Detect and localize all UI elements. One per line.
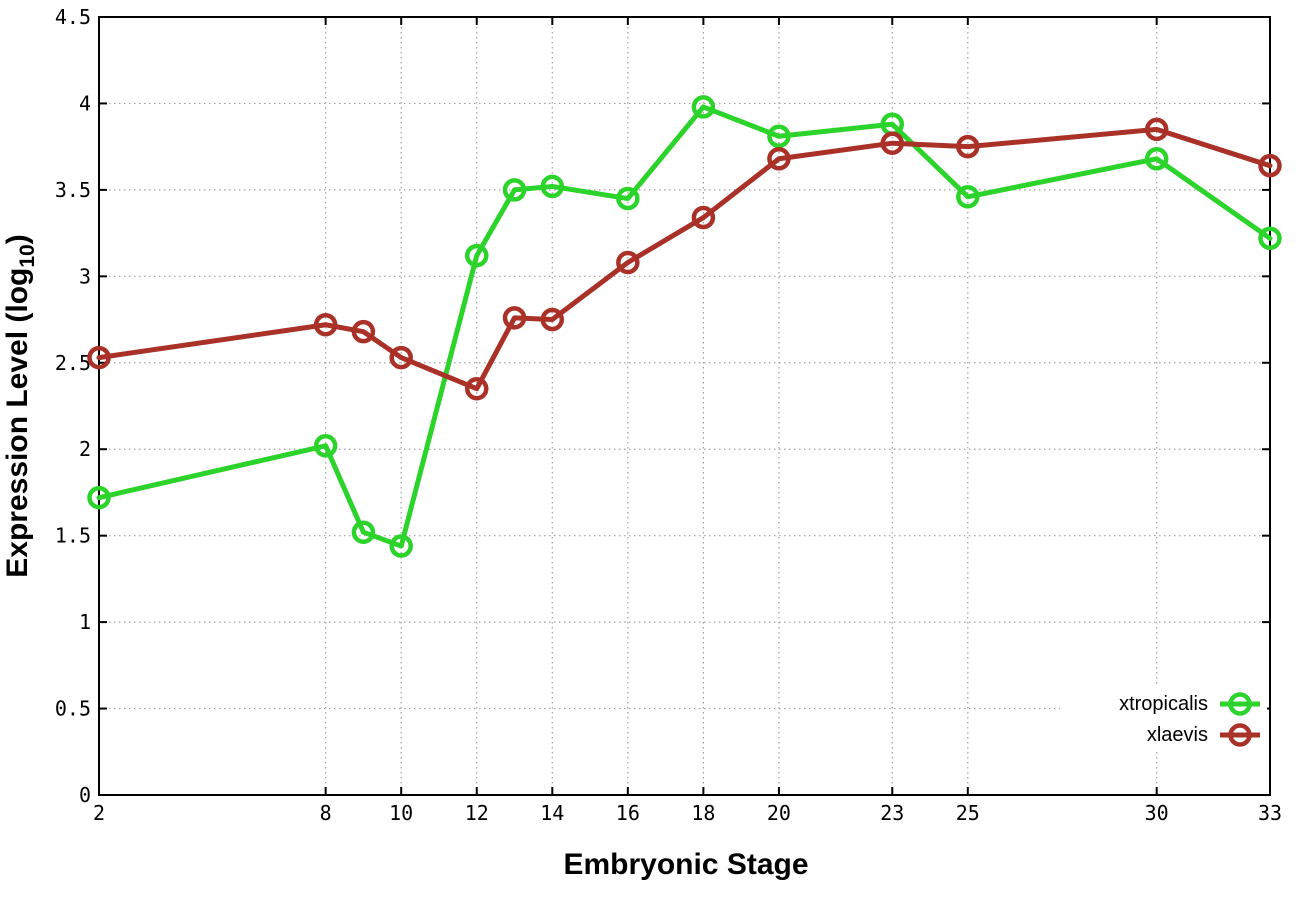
data-series — [87, 95, 1282, 558]
plot-border — [98, 16, 1271, 796]
series-xlaevis-marker — [616, 250, 640, 275]
legend-marker-xlaevis — [1228, 723, 1252, 747]
series-xtropicalis-marker — [464, 243, 489, 268]
series-xlaevis-marker — [87, 345, 111, 370]
series-xtropicalis-marker — [616, 186, 640, 211]
y-tick-label: 0 — [79, 783, 91, 807]
tick-labels: 2 8 10 12 14 16 18 20 23 25 30 33 0 0.5 1 1.5 2 2.5 3 3.5 4 4… — [55, 5, 1282, 825]
x-tick-label: 14 — [540, 801, 564, 825]
series-xlaevis-line — [96, 126, 1273, 392]
y-tick-label: 4 — [79, 91, 91, 115]
series-xlaevis-marker — [351, 319, 376, 344]
series-xlaevis-marker — [956, 134, 980, 159]
x-tick-label: 33 — [1258, 801, 1282, 825]
series-xlaevis-marker — [1144, 117, 1169, 142]
y-tick-label: 0.5 — [55, 697, 91, 721]
series-xlaevis-marker — [880, 131, 905, 155]
x-axis-title: Embryonic Stage — [563, 848, 808, 881]
legend-item-xtropicalis: xtropicalis — [1119, 692, 1260, 716]
series-xtropicalis-marker — [87, 485, 111, 510]
y-axis-title-close: ) — [1, 234, 34, 244]
series-xtropicalis-line — [96, 104, 1273, 549]
series-xlaevis-marker — [313, 312, 338, 337]
series-xlaevis-marker — [540, 307, 565, 332]
series-xtropicalis-marker — [351, 520, 376, 544]
legend-label-xlaevis: xlaevis — [1147, 724, 1208, 746]
series-xtropicalis-marker — [1144, 147, 1169, 171]
x-tick-label: 25 — [956, 801, 980, 825]
series-xtropicalis-marker — [540, 174, 565, 199]
series-xtropicalis-marker — [313, 434, 338, 458]
series-xlaevis-marker — [691, 205, 716, 230]
series-xtropicalis-marker — [956, 185, 980, 209]
series-xtropicalis-marker — [767, 124, 791, 149]
legend-item-xlaevis: xlaevis — [1147, 723, 1260, 747]
series-xlaevis-marker — [1258, 153, 1282, 178]
x-tick-label: 20 — [767, 801, 791, 825]
legend-label-xtropicalis: xtropicalis — [1119, 693, 1208, 715]
series-xtropicalis-marker — [389, 534, 413, 558]
y-tick-label: 4.5 — [55, 5, 91, 29]
x-tick-label: 30 — [1145, 801, 1169, 825]
series-xlaevis-marker — [502, 306, 527, 330]
series-xlaevis-marker — [767, 147, 791, 171]
series-xlaevis-marker — [464, 376, 489, 401]
y-tick-label: 2 — [79, 437, 91, 461]
x-tick-label: 16 — [616, 801, 640, 825]
series-xtropicalis-marker — [691, 95, 716, 119]
y-axis-title-subscript: 10 — [16, 244, 39, 267]
legend: xtropicalis xlaevis — [1060, 685, 1267, 751]
x-tick-label: 2 — [93, 801, 105, 825]
x-tick-label: 18 — [691, 801, 715, 825]
x-tick-label: 8 — [320, 801, 332, 825]
y-tick-label: 3.5 — [55, 178, 91, 202]
y-axis-title: Expression Level (log10) — [1, 234, 39, 577]
x-tick-label: 23 — [880, 801, 904, 825]
series-xtropicalis-marker — [502, 178, 527, 202]
y-axis-title-main: Expression Level (log — [1, 268, 34, 578]
y-tick-label: 3 — [79, 264, 91, 288]
x-tick-label: 10 — [389, 801, 413, 825]
series-xtropicalis-marker — [1258, 226, 1282, 251]
x-tick-label: 12 — [465, 801, 489, 825]
y-tick-label: 2.5 — [55, 351, 91, 375]
series-xlaevis-marker — [389, 345, 413, 370]
legend-marker-xtropicalis — [1228, 692, 1252, 716]
y-tick-label: 1.5 — [55, 524, 91, 548]
y-tick-label: 1 — [79, 610, 91, 634]
